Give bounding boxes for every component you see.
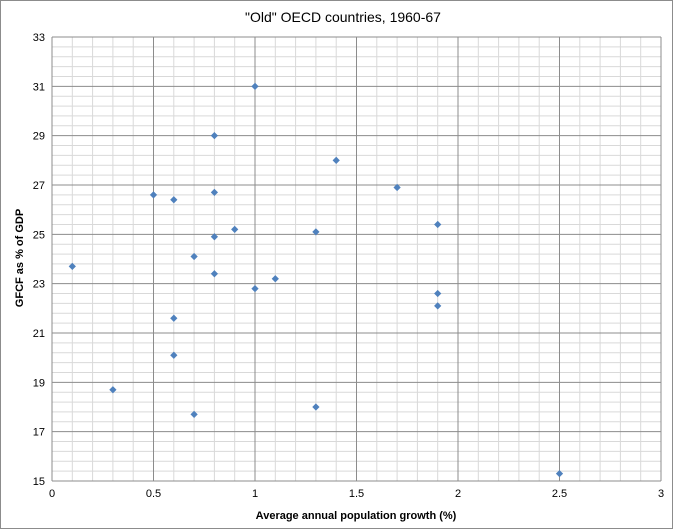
data-point: [170, 314, 178, 322]
y-tick-label: 21: [33, 328, 45, 340]
data-point: [190, 410, 198, 419]
y-tick-label: 33: [33, 32, 45, 44]
data-point: [210, 188, 219, 197]
data-point: [434, 289, 442, 298]
x-tick-label: 3: [658, 488, 664, 500]
data-point: [170, 196, 178, 204]
data-point: [68, 262, 76, 271]
scatter-chart: "Old" OECD countries, 1960-67 1517192123…: [14, 9, 664, 522]
chart-frame: "Old" OECD countries, 1960-67 15 17 19 21 23…: [0, 0, 673, 529]
data-point: [555, 469, 564, 478]
x-tick-label: 1: [252, 488, 258, 500]
x-axis-ticks: 0 0.5 1 1.5 2 2.5 3: [49, 488, 664, 500]
x-tick-label: 2: [455, 488, 461, 500]
x-tick-label: 1.5: [349, 488, 364, 500]
data-point: [109, 386, 117, 394]
data-point: [190, 252, 198, 261]
data-point: [251, 82, 259, 90]
y-tick-label: 19: [33, 377, 45, 389]
y-tick-label: 17: [33, 427, 45, 439]
y-tick-label: 31: [33, 81, 45, 93]
chart-title: "Old" OECD countries, 1960-67: [245, 9, 441, 25]
x-tick-label: 0: [49, 488, 55, 500]
data-point: [210, 233, 219, 241]
x-tick-label: 2.5: [552, 488, 567, 500]
y-tick-label: 23: [33, 279, 45, 291]
data-point: [312, 228, 320, 236]
y-axis-ticks: 15 17 19 21 23 25 27 29 31 33: [33, 32, 45, 488]
data-point: [210, 270, 219, 278]
data-point: [251, 284, 259, 293]
data-point: [393, 183, 401, 192]
data-point: [210, 132, 219, 140]
grid: [51, 36, 662, 482]
y-tick-label: 29: [33, 131, 45, 143]
x-tick-label: 0.5: [146, 488, 161, 500]
data-point: [231, 225, 239, 234]
y-axis-title: GFCF as % of GDP: [14, 209, 26, 307]
data-point: [434, 302, 442, 310]
data-point: [312, 403, 320, 411]
data-point: [434, 220, 442, 229]
data-points: [68, 82, 564, 478]
y-tick-label: 27: [33, 180, 45, 192]
x-axis-title: Average annual population growth (%): [256, 510, 457, 522]
data-point: [332, 156, 340, 164]
data-point: [149, 191, 158, 199]
data-point: [170, 351, 178, 359]
data-point: [271, 275, 279, 283]
y-tick-label: 25: [33, 229, 45, 241]
y-tick-label: 15: [33, 476, 45, 488]
